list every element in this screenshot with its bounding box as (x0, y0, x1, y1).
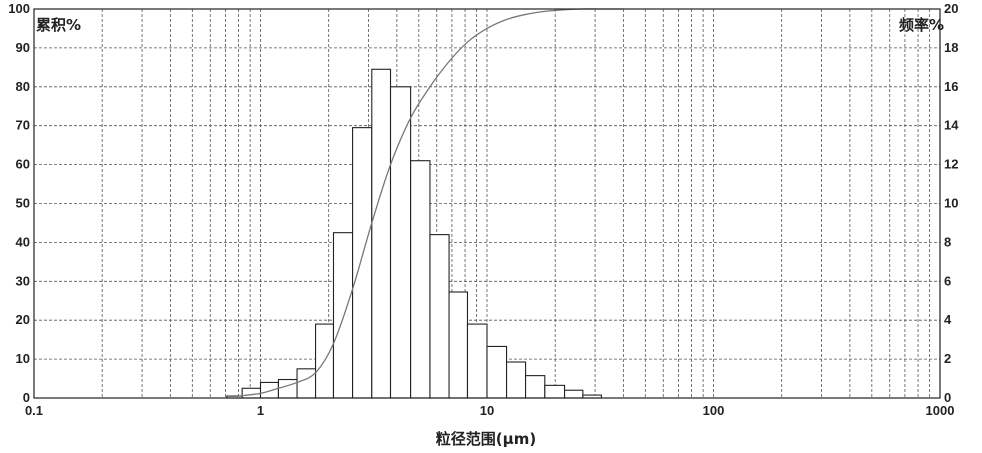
histogram-bar (277, 378, 298, 399)
grid (34, 9, 940, 398)
y-left-tick-label: 20 (16, 312, 30, 327)
y-left-tick-label: 90 (16, 40, 30, 55)
x-tick-label: 0.1 (25, 403, 43, 418)
y-right-tick-label: 8 (944, 234, 951, 249)
histogram-bar (389, 86, 412, 399)
y-left-tick-label: 30 (16, 273, 30, 288)
x-tick-label: 1 (257, 403, 264, 418)
y-right-tick-label: 2 (944, 351, 951, 366)
y-right-tick-label: 10 (944, 196, 958, 211)
x-tick-label: 1000 (926, 403, 955, 418)
histogram-bar (332, 232, 354, 399)
y-left-tick-label: 50 (16, 196, 30, 211)
y-right-tick-label: 4 (944, 312, 952, 327)
y-left-tick-label: 80 (16, 79, 30, 94)
histogram-bar (564, 389, 584, 399)
x-tick-label: 10 (480, 403, 494, 418)
y-right-tick-label: 16 (944, 79, 958, 94)
histogram-bar (241, 387, 262, 399)
histogram-bar (466, 323, 488, 399)
x-axis-title: 粒径范围(μm) (436, 430, 536, 448)
y-right-tick-label: 0 (944, 390, 951, 405)
histogram-bar (448, 291, 469, 399)
y-left-tick-label: 0 (23, 390, 30, 405)
y-left-tick-label: 100 (8, 1, 30, 16)
left-axis-title: 累积% (36, 16, 81, 34)
y-left-tick-label: 40 (16, 234, 30, 249)
histogram-bar (410, 160, 431, 399)
y-right-tick-label: 14 (944, 118, 959, 133)
histogram-bar (486, 345, 508, 399)
plot-frame (33, 8, 941, 399)
y-right-tick-label: 12 (944, 157, 958, 172)
histogram-bar (296, 368, 317, 399)
cumulative-curve (238, 8, 624, 397)
tick-labels: 0.1 1 10 100 1000010203040506070809010002468… (8, 1, 959, 418)
y-right-tick-label: 20 (944, 1, 958, 16)
histogram-bar (544, 384, 566, 399)
histogram-bar (371, 68, 392, 399)
histogram-bar (525, 375, 546, 399)
right-axis-title: 频率% (899, 16, 944, 34)
histogram-bar (259, 381, 279, 399)
histogram-bar (506, 361, 527, 399)
histogram-bar (429, 234, 450, 399)
x-tick-label: 100 (703, 403, 725, 418)
histogram-bar (352, 127, 373, 399)
y-left-tick-label: 60 (16, 157, 30, 172)
y-left-tick-label: 10 (16, 351, 30, 366)
y-right-tick-label: 18 (944, 40, 958, 55)
y-right-tick-label: 6 (944, 273, 951, 288)
histogram-bars (226, 68, 602, 399)
y-left-tick-label: 70 (16, 118, 30, 133)
